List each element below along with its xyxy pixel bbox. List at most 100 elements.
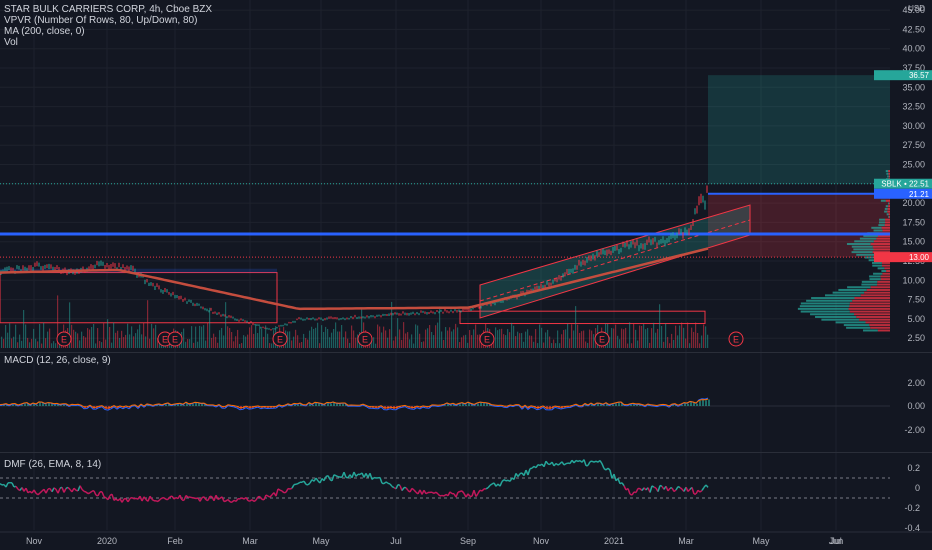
volume-bar	[525, 331, 527, 348]
indicator-vpvr[interactable]: VPVR (Number Of Rows, 80, Up/Down, 80)	[4, 15, 198, 26]
dmf-segment	[57, 487, 61, 494]
dmf-segment	[333, 474, 337, 477]
volume-bar	[225, 302, 227, 348]
volume-bar	[31, 338, 33, 348]
macd-histogram-bar	[453, 404, 455, 406]
vpvr-bar-up	[878, 224, 885, 227]
volume-bar	[299, 342, 301, 348]
dmf-segment	[599, 460, 603, 465]
dmf-segment	[627, 488, 631, 495]
volume-bar	[109, 326, 111, 348]
dmf-segment	[481, 488, 485, 492]
volume-bar	[639, 325, 641, 348]
volume-bar	[223, 335, 225, 348]
pane-separator[interactable]	[0, 352, 932, 353]
vpvr-bar-down	[889, 202, 890, 205]
dmf-segment	[411, 487, 415, 491]
volume-bar	[119, 338, 121, 348]
volume-bar	[303, 333, 305, 348]
macd-histogram-bar	[30, 405, 32, 406]
dmf-segment	[27, 490, 31, 494]
volume-bar	[393, 340, 395, 348]
macd-histogram-bar	[255, 406, 257, 408]
dmf-segment	[425, 491, 429, 495]
indicator-vol[interactable]: Vol	[4, 37, 18, 48]
macd-histogram-bar	[45, 404, 47, 406]
dmf-segment	[253, 499, 257, 503]
macd-legend[interactable]: MACD (12, 26, close, 9)	[4, 355, 111, 366]
vpvr-bar-up	[873, 229, 883, 232]
macd-histogram-bar	[174, 405, 176, 406]
volume-bar	[673, 339, 675, 348]
macd-histogram-bar	[312, 404, 314, 406]
vpvr-bar-up	[811, 297, 855, 300]
macd-histogram-bar	[330, 403, 332, 406]
volume-bar	[699, 343, 701, 348]
volume-bar	[671, 333, 673, 348]
dmf-segment	[173, 496, 177, 500]
earnings-marker[interactable]: E	[167, 331, 183, 347]
price-badge	[874, 252, 932, 263]
price-tick: 25.00	[902, 160, 925, 170]
volume-bar	[387, 337, 389, 348]
horizontal-levels[interactable]	[0, 183, 890, 258]
dmf-tick: 0.2	[907, 463, 920, 473]
vpvr-bar-up	[859, 237, 877, 240]
volume-bar	[105, 339, 107, 348]
macd-histogram-bar	[297, 404, 299, 406]
dmf-segment	[603, 467, 607, 471]
volume-bar	[239, 343, 241, 348]
volume-bar	[145, 336, 147, 348]
vpvr-bar-up	[885, 205, 889, 208]
volume-bar	[573, 330, 575, 348]
macd-histogram-bar	[336, 403, 338, 406]
earnings-marker[interactable]: E	[357, 331, 373, 347]
volume-bar	[241, 343, 243, 348]
dmf-segment	[395, 484, 399, 490]
earnings-label: E	[484, 335, 490, 345]
price-tick: 40.00	[902, 44, 925, 54]
volume-bar	[493, 339, 495, 348]
volume-bar	[371, 338, 373, 348]
volume-bar	[431, 331, 433, 348]
vpvr-bar-up	[873, 272, 883, 275]
volume-bar	[203, 325, 205, 348]
dmf-segment	[705, 484, 709, 488]
vpvr-bar-up	[810, 313, 855, 316]
dmf-segment	[53, 487, 57, 490]
volume-bar	[697, 333, 699, 348]
symbol-title[interactable]: STAR BULK CARRIERS CORP, 4h, Cboe BZX	[4, 4, 213, 15]
earnings-marker[interactable]: E	[594, 331, 610, 347]
macd-histogram-bar	[633, 404, 635, 406]
earnings-marker[interactable]: E	[728, 331, 744, 347]
volume-bar	[205, 340, 207, 348]
volume-bar	[313, 328, 315, 348]
dmf-legend[interactable]: DMF (26, EMA, 8, 14)	[4, 459, 102, 470]
macd-histogram-bar	[456, 405, 458, 406]
dmf-segment	[677, 485, 681, 489]
price-badge-label: 36.57	[909, 71, 930, 80]
position-zones[interactable]	[0, 75, 890, 325]
volume-bar	[535, 329, 537, 348]
earnings-marker[interactable]: E	[272, 331, 288, 347]
pane-separator[interactable]	[0, 452, 932, 453]
volume-bar	[255, 324, 257, 348]
indicator-ma[interactable]: MA (200, close, 0)	[4, 26, 85, 37]
volume-bar	[643, 324, 645, 348]
dmf-segment	[455, 491, 459, 498]
volume-bar	[415, 324, 417, 348]
volume-bar	[197, 341, 199, 348]
volume-bar	[43, 322, 45, 348]
earnings-marker[interactable]: E	[479, 331, 495, 347]
earnings-marker[interactable]: E	[56, 331, 72, 347]
time-tick: Nov	[533, 536, 550, 546]
dmf-segment	[397, 483, 401, 487]
volume-bar	[547, 329, 549, 348]
dmf-segment	[169, 495, 173, 498]
price-tick: 2.50	[907, 333, 925, 343]
dmf-segment	[113, 498, 117, 501]
volume-bar	[227, 326, 229, 348]
dmf-segment	[13, 485, 17, 488]
